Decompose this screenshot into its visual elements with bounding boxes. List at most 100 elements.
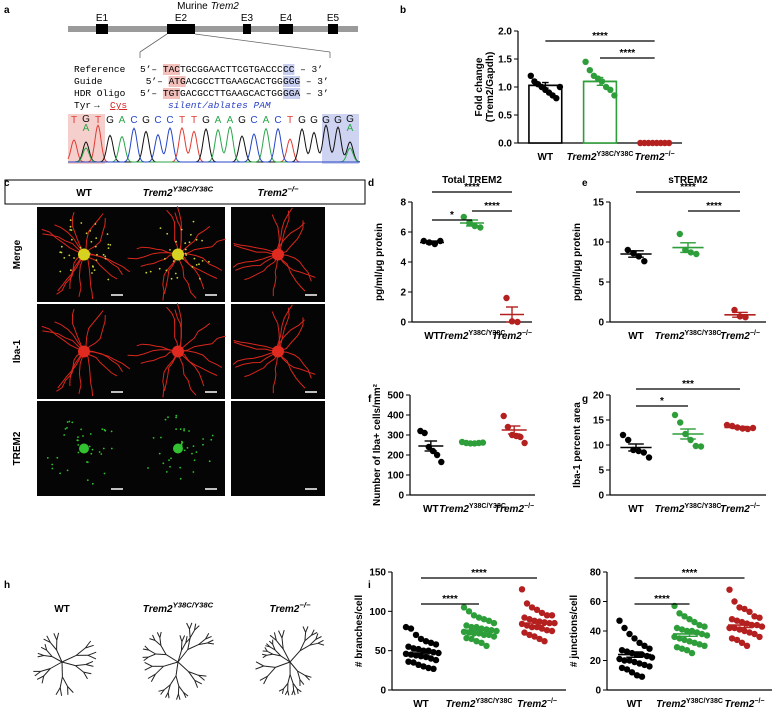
tracing-branch	[309, 642, 319, 646]
trem2-puncta	[147, 467, 149, 469]
tracing-branch	[187, 644, 199, 650]
y-tick-label: 15	[593, 416, 605, 427]
tracing-branch	[287, 690, 290, 696]
y-tick-label: 0	[598, 491, 604, 502]
data-point	[518, 586, 526, 593]
base-letter: T	[95, 115, 101, 126]
trem2-puncta	[175, 414, 178, 417]
microglia-process	[277, 254, 306, 292]
tracing-branch	[304, 675, 310, 681]
trem2-soma	[79, 443, 89, 454]
category-superscript: −/−	[750, 330, 760, 337]
tracing-branch	[160, 689, 165, 695]
microglia-process	[42, 233, 85, 255]
micrograph-content	[127, 205, 226, 301]
microglia-process	[162, 351, 179, 398]
tracing-branch	[289, 674, 294, 684]
significance-label: ****	[654, 594, 670, 605]
trem2-puncta	[86, 479, 89, 481]
data-point	[678, 645, 686, 652]
x-tick-label: Trem2−/−	[517, 698, 557, 710]
category-superscript: Y38C/Y38C	[475, 698, 512, 705]
trem2-puncta	[96, 253, 98, 256]
category-superscript: Y38C/Y38C	[686, 698, 723, 705]
microglia-process	[140, 351, 179, 364]
tracing-branch	[189, 628, 191, 638]
panel-label: f	[368, 394, 372, 405]
tracing-branch	[85, 664, 94, 667]
trem2-puncta	[56, 456, 59, 459]
data-point	[470, 612, 478, 619]
gene-body	[68, 26, 358, 32]
trem2-puncta	[164, 418, 167, 421]
y-tick-label: 100	[369, 607, 386, 618]
data-point	[645, 454, 653, 461]
base-letter: G	[238, 115, 246, 126]
microglia-process	[163, 351, 179, 392]
data-point	[691, 639, 698, 646]
category-name: Trem2	[720, 504, 750, 515]
tracing-branch	[144, 645, 150, 651]
chart-title: sTREM2	[668, 175, 708, 186]
microglia-process	[277, 207, 293, 255]
sequence-segment: TAC	[163, 64, 180, 75]
data-point	[671, 633, 678, 641]
tracing-branch	[183, 692, 187, 699]
data-point	[421, 429, 428, 437]
significance-label: ****	[680, 182, 696, 193]
data-point	[631, 635, 638, 642]
base-letter: T	[287, 115, 293, 126]
y-tick-label: 2	[400, 288, 406, 299]
category-superscript: Y38C/Y38C	[596, 151, 633, 158]
trem2-puncta	[88, 445, 91, 448]
trem2-puncta	[170, 457, 172, 460]
y-axis-label: pg/ml/µg protein	[374, 223, 385, 301]
trem2-puncta	[145, 271, 148, 274]
sequence-highlight	[283, 88, 301, 99]
x-tick-label: Trem2Y38C/Y38C	[439, 330, 506, 342]
trem2-puncta	[152, 437, 155, 439]
data-point	[521, 629, 528, 636]
category-superscript: −/−	[754, 698, 764, 705]
data-point	[425, 664, 432, 672]
tracing-branch	[299, 679, 305, 685]
trem2-puncta	[94, 245, 97, 248]
y-tick-label: 0	[380, 686, 386, 697]
microglia-process	[177, 351, 205, 387]
trem2-puncta	[184, 252, 187, 255]
y-tick-label: 2.0	[498, 27, 512, 38]
tracing-branch	[268, 640, 274, 645]
tracing-branch	[51, 656, 63, 663]
trem2-puncta	[106, 233, 109, 235]
trem2-puncta	[191, 452, 193, 455]
data-point	[480, 631, 488, 639]
column-header-name: Trem2	[258, 188, 288, 199]
trem2-puncta	[208, 260, 210, 263]
microglia-process	[57, 351, 85, 389]
sequence-highlight	[162, 64, 181, 75]
trem2-puncta	[174, 251, 177, 253]
x-tick-label: Trem2Y38C/Y38C	[655, 503, 722, 515]
trem2-puncta	[193, 459, 196, 462]
data-point	[756, 633, 763, 641]
data-point	[536, 635, 543, 643]
significance-label: ****	[442, 594, 458, 605]
tracing-branch	[272, 644, 276, 651]
trem2-puncta	[188, 241, 191, 244]
tracing-branch	[207, 639, 214, 644]
trem2-puncta	[84, 253, 87, 256]
category-name: WT	[628, 331, 644, 342]
trem2-puncta	[63, 434, 66, 436]
tracing-branch	[175, 675, 180, 687]
base-letter: C	[166, 115, 173, 126]
trem2-puncta	[165, 471, 168, 473]
microglia-process	[69, 351, 85, 386]
tracing-branch	[175, 661, 179, 676]
microglia-process	[177, 335, 226, 352]
tracing-branch	[317, 639, 324, 644]
trem2-puncta	[51, 467, 54, 470]
panel-label: h	[4, 580, 10, 591]
data-point	[751, 613, 758, 620]
data-point	[483, 642, 490, 650]
microglia-process	[83, 350, 131, 370]
